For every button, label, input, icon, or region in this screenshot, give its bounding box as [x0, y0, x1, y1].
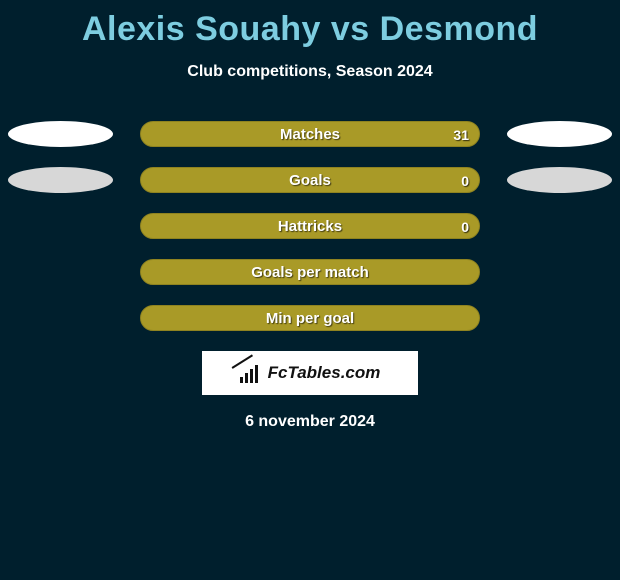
right-ellipse-icon [507, 121, 612, 147]
logo-text: FcTables.com [268, 363, 381, 383]
stat-row: Hattricks0 [0, 213, 620, 243]
stat-bar: Min per goal [140, 305, 480, 331]
stat-row: Goals per match [0, 259, 620, 289]
stat-row: Goals0 [0, 167, 620, 197]
right-ellipse-icon [507, 167, 612, 193]
stat-rows-container: Matches31Goals0Hattricks0Goals per match… [0, 121, 620, 335]
stat-bar: Goals0 [140, 167, 480, 193]
stat-label: Min per goal [141, 306, 479, 332]
left-ellipse-icon [8, 121, 113, 147]
stat-bar: Matches31 [140, 121, 480, 147]
date-text: 6 november 2024 [0, 413, 620, 431]
stat-label: Goals per match [141, 260, 479, 286]
stat-bar: Hattricks0 [140, 213, 480, 239]
stat-value: 31 [453, 122, 469, 148]
left-ellipse-icon [8, 167, 113, 193]
stat-label: Goals [141, 168, 479, 194]
subtitle: Club competitions, Season 2024 [0, 63, 620, 81]
stat-bar: Goals per match [140, 259, 480, 285]
page-title: Alexis Souahy vs Desmond [0, 0, 620, 49]
stat-value: 0 [461, 168, 469, 194]
stat-label: Matches [141, 122, 479, 148]
stat-label: Hattricks [141, 214, 479, 240]
stat-row: Min per goal [0, 305, 620, 335]
stat-row: Matches31 [0, 121, 620, 151]
logo-box: FcTables.com [202, 351, 418, 395]
stat-value: 0 [461, 214, 469, 240]
logo-bars-icon [240, 363, 262, 383]
